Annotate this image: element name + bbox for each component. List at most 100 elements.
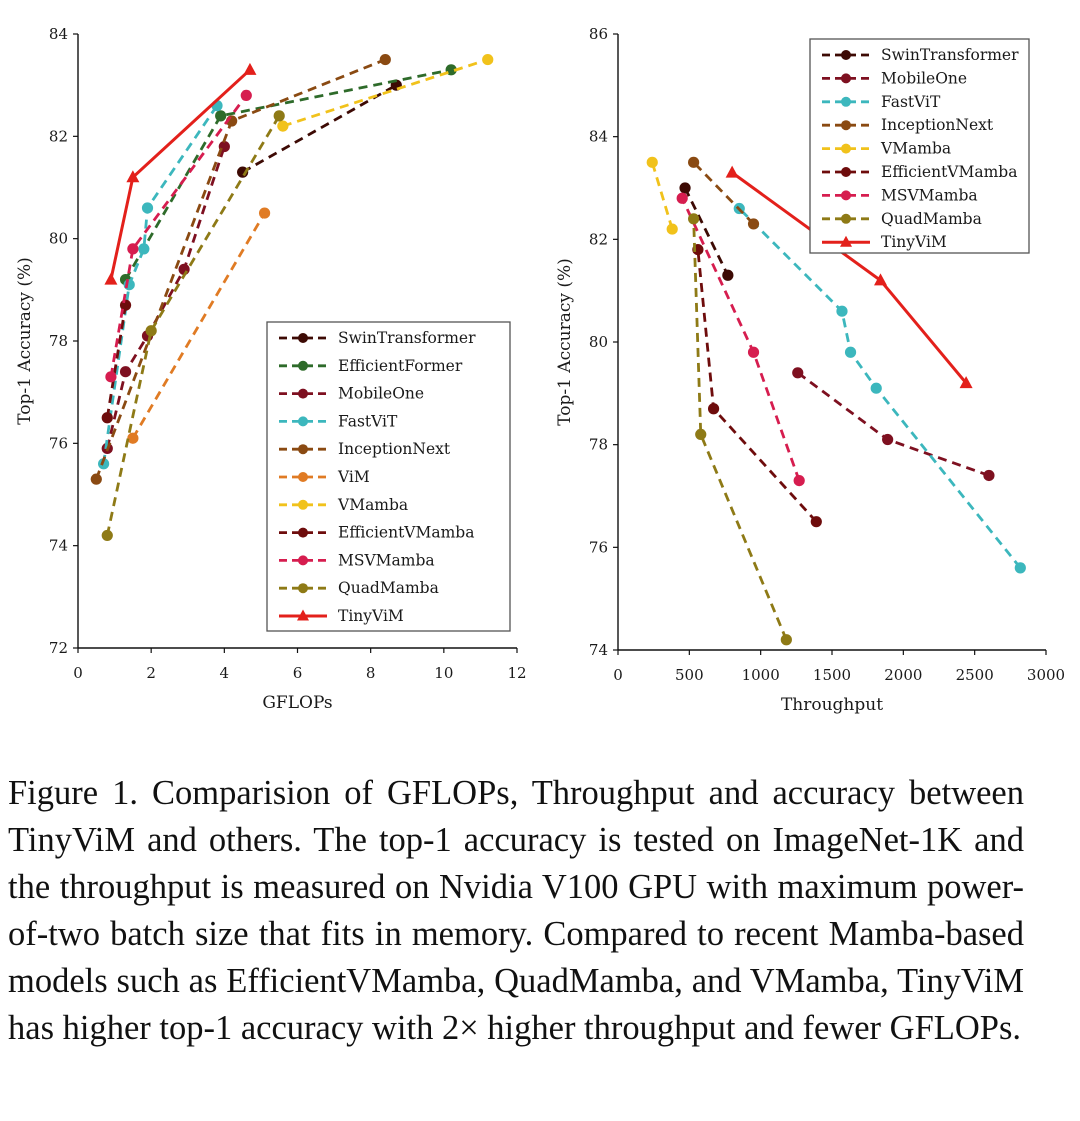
y-tick-label: 80 — [49, 230, 68, 248]
data-point — [844, 346, 857, 358]
data-point — [688, 156, 700, 168]
legend-marker — [298, 555, 308, 566]
legend-label-msvmamba: MSVMamba — [881, 186, 978, 204]
data-point — [126, 170, 140, 183]
legend-label-fastvit: FastViT — [338, 412, 398, 430]
legend-label-fastvit: FastViT — [881, 93, 941, 111]
data-point — [695, 428, 707, 440]
data-point — [123, 279, 135, 291]
legend-marker — [298, 360, 308, 371]
series-line-quadmamba — [105, 115, 281, 536]
data-point — [666, 223, 678, 235]
data-point — [780, 634, 792, 646]
legend-label-quadmamba: QuadMamba — [881, 210, 982, 228]
series-efficientvmamba — [101, 299, 132, 424]
y-tick-label: 82 — [49, 127, 68, 145]
series-line-vmamba — [282, 58, 489, 128]
data-point — [243, 62, 257, 75]
legend-label-tinyvim: TinyViM — [338, 607, 404, 625]
data-point — [1014, 562, 1026, 574]
series-line-efficientvmamba — [105, 304, 127, 418]
series-msvmamba — [105, 89, 252, 383]
legend-label-vmamba: VMamba — [880, 140, 951, 158]
y-tick-label: 74 — [49, 537, 68, 555]
data-point — [215, 110, 227, 122]
legend-label-quadmamba: QuadMamba — [338, 579, 439, 597]
y-tick-label: 84 — [49, 25, 68, 43]
legend-marker — [298, 416, 308, 427]
data-point — [138, 243, 150, 255]
data-point — [870, 382, 882, 394]
data-point — [882, 433, 894, 446]
figure-charts: 72 74 76 78 80 82 84 0 2 4 6 8 10 12 GFLOPs Top-1 Accur… — [15, 25, 1065, 715]
series-tinyvim — [725, 165, 973, 389]
data-point — [105, 371, 117, 383]
legend-marker — [841, 73, 851, 84]
legend-label-swintransformer: SwinTransformer — [338, 329, 476, 347]
legend-marker — [841, 50, 851, 60]
y-axis-label: Top-1 Accuracy (%) — [555, 258, 575, 426]
x-tick-label: 500 — [675, 666, 704, 684]
series-efficientvmamba — [692, 244, 822, 528]
series-mobileone — [101, 140, 230, 455]
y-tick-label: 78 — [49, 332, 68, 350]
data-point — [792, 367, 804, 379]
legend-marker — [298, 333, 308, 343]
data-point — [725, 165, 739, 178]
legend-label-efficientvmamba: EfficientVMamba — [338, 524, 474, 542]
data-point — [676, 192, 688, 204]
data-point — [104, 272, 118, 285]
y-tick-label: 76 — [49, 434, 68, 452]
x-tick-label: 0 — [613, 666, 623, 684]
series-mobileone — [792, 367, 995, 482]
data-point — [722, 269, 734, 281]
legend: SwinTransformer EfficientFormer MobileOne F… — [266, 321, 511, 632]
gflops-chart: 72 74 76 78 80 82 84 0 2 4 6 8 10 12 GFLOPs Top-1 Accur… — [15, 25, 527, 713]
data-point — [240, 89, 252, 101]
y-tick-label: 76 — [589, 538, 608, 556]
data-point — [983, 469, 995, 482]
series-vim — [127, 207, 271, 444]
legend-marker — [298, 583, 308, 594]
legend-marker — [840, 235, 852, 247]
data-point — [101, 529, 113, 542]
legend-marker — [841, 96, 851, 107]
data-point — [810, 516, 822, 528]
legend-marker — [841, 213, 851, 224]
legend-label-mobileone: MobileOne — [881, 69, 967, 87]
legend-label-vmamba: VMamba — [337, 496, 408, 514]
y-tick-label: 86 — [589, 25, 608, 43]
series-line-vmamba — [650, 161, 674, 230]
series-vmamba — [646, 156, 678, 235]
data-point — [277, 120, 289, 132]
data-point — [273, 110, 285, 122]
throughput-chart: 74 76 78 80 82 84 86 0 500 1000 1500 2000 2500 3000 Th… — [555, 25, 1065, 715]
legend-label-mobileone: MobileOne — [338, 385, 424, 403]
x-tick-label: 8 — [366, 664, 376, 682]
x-axis-label: GFLOPs — [262, 693, 332, 713]
legend-label-tinyvim: TinyViM — [881, 233, 947, 251]
x-tick-label: 2500 — [956, 666, 994, 684]
series-quadmamba — [101, 110, 285, 542]
x-tick-label: 4 — [220, 664, 230, 682]
y-tick-label: 84 — [589, 128, 608, 146]
x-tick-label: 2000 — [884, 666, 922, 684]
x-tick-label: 12 — [507, 664, 526, 682]
data-point — [679, 182, 691, 194]
x-tick-label: 10 — [434, 664, 453, 682]
x-tick-label: 1000 — [742, 666, 780, 684]
y-axis-label: Top-1 Accuracy (%) — [15, 257, 35, 425]
legend-label-vim: ViM — [337, 468, 370, 486]
data-point — [959, 376, 973, 389]
legend: SwinTransformer MobileOne FastViT Inception… — [809, 38, 1030, 254]
series-msvmamba — [676, 192, 805, 487]
data-point — [747, 346, 760, 358]
legend-label-inceptionnext: InceptionNext — [881, 116, 994, 134]
data-point — [145, 325, 157, 337]
data-point — [119, 366, 132, 378]
series-line-vim — [131, 212, 266, 439]
x-tick-label: 3000 — [1027, 666, 1065, 684]
legend-marker — [841, 143, 851, 154]
x-tick-label: 2 — [146, 664, 156, 682]
data-point — [747, 218, 760, 230]
